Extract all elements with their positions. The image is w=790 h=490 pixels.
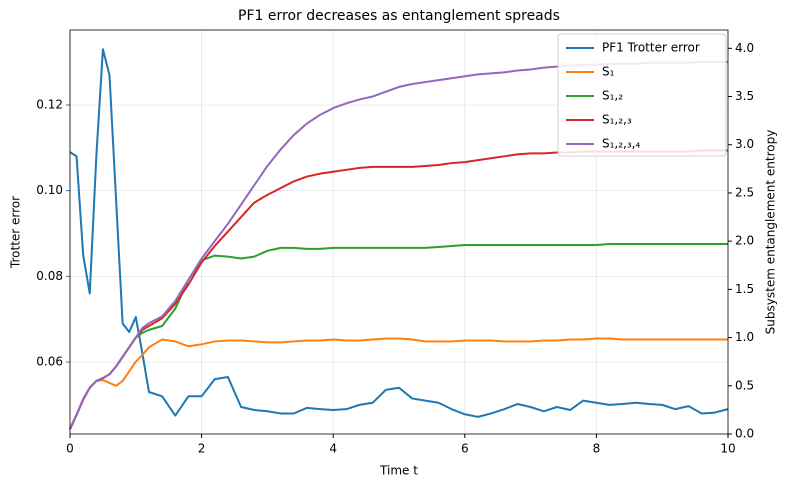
legend-box	[557, 33, 727, 157]
legend-label: S₁,₂,₃,₄	[602, 137, 640, 151]
y-tick-label: 0.10	[36, 183, 63, 197]
legend-label: S₁,₂	[602, 89, 623, 103]
y2-tick-label: 1.0	[735, 330, 754, 344]
y2-tick-label: 4.0	[735, 41, 754, 55]
y2-tick-label: 3.5	[735, 89, 754, 103]
series-line	[69, 243, 728, 430]
x-tick-label: 8	[593, 442, 601, 456]
series-line	[69, 337, 728, 430]
series-line	[69, 48, 729, 418]
y2-tick-label: 3.0	[735, 137, 754, 151]
y-tick-label: 0.06	[36, 355, 63, 369]
x-tick-label: 0	[66, 442, 74, 456]
x-axis-label: Time t	[379, 464, 418, 478]
y-tick-label: 0.08	[36, 269, 63, 283]
y2-tick-label: 1.5	[735, 282, 754, 296]
legend: PF1 Trotter error S₁ S₁,₂ S₁,₂,₃ S₁,₂,₃,₄	[557, 33, 727, 157]
x-tick-label: 6	[461, 442, 469, 456]
y2-tick-label: 0.5	[735, 378, 754, 392]
legend-label: S₁,₂,₃	[602, 113, 632, 127]
x-tick-label: 2	[198, 442, 206, 456]
y2-axis-label: Subsystem entanglement entropy	[764, 130, 778, 335]
chart-title: PF1 error decreases as entanglement spre…	[238, 8, 560, 24]
y2-tick-label: 2.0	[735, 234, 754, 248]
y-axis-label: Trotter error	[9, 196, 23, 269]
plot-frame	[69, 29, 729, 435]
y2-tick-label: 2.5	[735, 185, 754, 199]
legend-label: S₁	[602, 65, 615, 79]
y2-tick-label: 0.0	[735, 427, 754, 441]
x-tick-label: 10	[720, 442, 735, 456]
x-tick-label: 4	[329, 442, 337, 456]
legend-label: PF1 Trotter error	[602, 41, 700, 55]
y-tick-label: 0.12	[36, 97, 63, 111]
